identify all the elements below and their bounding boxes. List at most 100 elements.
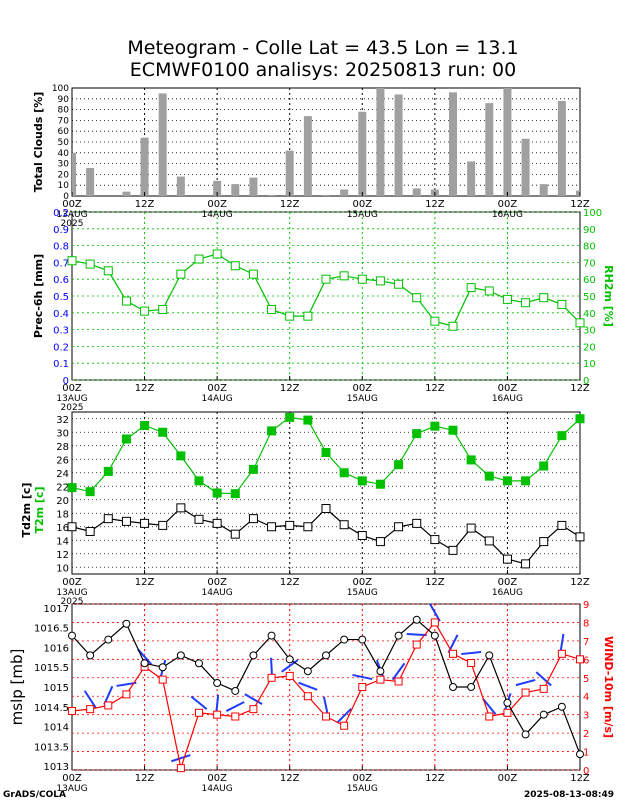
rh-right-tick-label-5: 50 bbox=[583, 292, 596, 303]
clouds-bar-4 bbox=[140, 137, 149, 196]
wind-barb-6 bbox=[171, 754, 191, 763]
t2m-point-25 bbox=[521, 476, 531, 486]
temp-ytick-label-5: 20 bbox=[56, 496, 69, 507]
td2m-point-12 bbox=[285, 520, 295, 530]
clouds-bar-25 bbox=[521, 138, 530, 196]
td2m-point-11 bbox=[267, 522, 277, 532]
rh-xtick-label-2: 00Z bbox=[207, 383, 227, 394]
rh-right-tick-label-3: 30 bbox=[583, 326, 596, 337]
wind-right-tick-label-1: 1 bbox=[583, 748, 589, 759]
mslp-point-28 bbox=[576, 750, 584, 759]
prec-left-tick-label-5: 0.5 bbox=[53, 292, 69, 303]
clouds-bar-0 bbox=[72, 152, 76, 196]
clouds-ytick-label-7: 70 bbox=[58, 116, 70, 126]
rh-point-20 bbox=[430, 316, 440, 326]
mslp-point-0 bbox=[68, 631, 76, 640]
mslp-left-tick-label-6: 1016 bbox=[44, 643, 69, 654]
mslp-left-tick-label-4: 1015 bbox=[44, 683, 69, 694]
t2m-point-22 bbox=[466, 455, 476, 465]
clouds-bar-26 bbox=[539, 184, 548, 196]
t2m-point-3 bbox=[121, 434, 131, 444]
temp-xtick-label-3: 12Z bbox=[280, 577, 300, 588]
clouds-bar-13 bbox=[303, 116, 312, 196]
rh-point-14 bbox=[321, 274, 331, 284]
wind-ylabel: WIND-10m [m/s] bbox=[602, 636, 615, 738]
td2m-point-17 bbox=[375, 537, 385, 547]
mslp-date-label-1: 14AUG bbox=[202, 784, 233, 794]
wind-barb-7 bbox=[190, 695, 208, 710]
t2m-point-27 bbox=[557, 431, 567, 441]
temp-date-label-3: 16AUG bbox=[492, 588, 523, 598]
clouds-bar-14 bbox=[322, 194, 330, 196]
temp-date-label-2: 15AUG bbox=[347, 588, 378, 598]
mslp-point-22 bbox=[467, 683, 476, 691]
rh-point-18 bbox=[394, 279, 404, 289]
t2m-point-17 bbox=[375, 479, 385, 489]
temp-ytick-label-7: 24 bbox=[56, 469, 69, 480]
rh-right-tick-label-6: 60 bbox=[583, 275, 596, 286]
clouds-bar-23 bbox=[485, 103, 494, 196]
clouds-ytick-label-10: 100 bbox=[52, 84, 69, 94]
temp-date-label-1: 14AUG bbox=[202, 588, 233, 598]
td2m-point-25 bbox=[521, 559, 531, 569]
prec-left-tick-label-6: 0.6 bbox=[53, 275, 69, 286]
wind-barb-10 bbox=[244, 693, 263, 705]
mslp-left-tick-label-0: 1013 bbox=[44, 762, 69, 773]
temp-ytick-label-4: 18 bbox=[56, 509, 69, 520]
td2m-point-10 bbox=[248, 514, 258, 524]
mslp-ylabel: mslp [mb] bbox=[8, 649, 26, 726]
clouds-xtick-label-6: 00Z bbox=[498, 199, 518, 210]
mslp-point-4 bbox=[140, 659, 149, 668]
mslp-xtick-label-1: 12Z bbox=[135, 773, 155, 784]
wind-point-11 bbox=[267, 673, 276, 682]
wind-point-18 bbox=[394, 677, 403, 686]
clouds-bar-15 bbox=[340, 189, 349, 196]
temp-ytick-label-11: 32 bbox=[56, 415, 69, 426]
td2m-point-6 bbox=[176, 503, 186, 513]
clouds-bar-27 bbox=[557, 100, 566, 196]
wind-point-2 bbox=[104, 701, 113, 710]
wind-point-14 bbox=[322, 712, 330, 721]
clouds-xtick-label-5: 12Z bbox=[425, 199, 445, 210]
clouds-date-label-2: 15AUG bbox=[347, 210, 378, 220]
temp-ytick-label-3: 16 bbox=[56, 523, 69, 534]
td2m-point-21 bbox=[448, 545, 458, 555]
mslp-point-5 bbox=[158, 663, 167, 672]
temp-ytick-label-2: 14 bbox=[56, 536, 69, 547]
rh-right-tick-label-2: 20 bbox=[583, 342, 596, 353]
rh-point-15 bbox=[339, 271, 349, 281]
rh-xtick-label-5: 12Z bbox=[425, 383, 445, 394]
prec-left-tick-label-1: 0.1 bbox=[53, 359, 69, 370]
wind-barb-4 bbox=[137, 648, 153, 665]
clouds-date-label-3: 16AUG bbox=[492, 210, 523, 220]
chart-title-line2: ECMWF0100 analisys: 20250813 run: 00 bbox=[130, 59, 516, 81]
mslp-left-tick-label-3: 1014.5 bbox=[34, 703, 69, 714]
mslp-frame bbox=[71, 603, 581, 771]
wind-point-28 bbox=[576, 655, 584, 664]
wind-point-17 bbox=[376, 675, 385, 684]
rh-right-tick-label-9: 90 bbox=[583, 225, 596, 236]
td2m-point-19 bbox=[412, 518, 422, 528]
temp-year-label: 2025 bbox=[61, 597, 84, 607]
rh-point-16 bbox=[357, 274, 367, 284]
mslp-point-14 bbox=[322, 651, 330, 660]
clouds-ytick-label-0: 0 bbox=[63, 192, 69, 202]
wind-barb-19 bbox=[406, 633, 427, 637]
wind-right-tick-label-4: 4 bbox=[583, 692, 589, 703]
clouds-bar-12 bbox=[285, 150, 294, 196]
rh-xtick-label-7: 12Z bbox=[570, 383, 590, 394]
td2m-point-22 bbox=[466, 523, 476, 533]
wind-point-21 bbox=[449, 649, 457, 658]
t2m-point-9 bbox=[230, 489, 240, 499]
rh-point-26 bbox=[539, 293, 549, 303]
footer-right: 2025-08-13-08:49 bbox=[524, 790, 614, 800]
td2m-point-20 bbox=[430, 535, 440, 545]
rh-point-21 bbox=[448, 321, 458, 331]
rh-xtick-label-0: 00Z bbox=[62, 383, 82, 394]
temp-xtick-label-0: 00Z bbox=[62, 577, 82, 588]
t2m-point-18 bbox=[394, 460, 404, 470]
clouds-date-label-1: 14AUG bbox=[202, 210, 233, 220]
td2m-point-27 bbox=[557, 520, 567, 530]
wind-point-3 bbox=[122, 690, 131, 699]
